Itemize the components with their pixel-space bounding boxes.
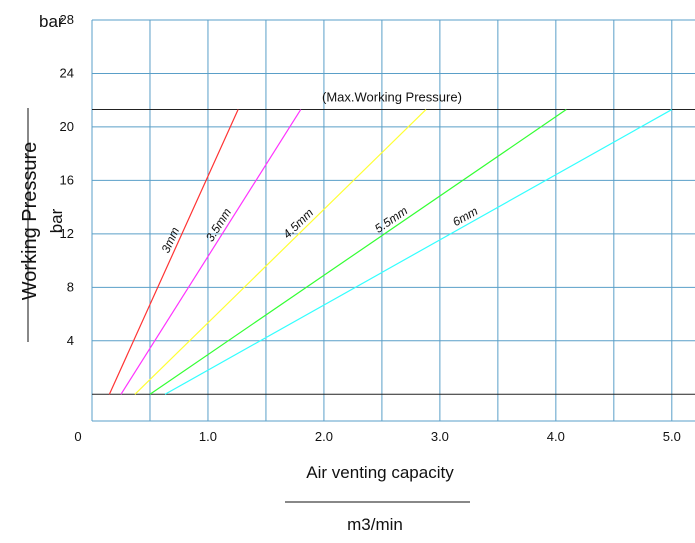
x-tick-label: 4.0 <box>547 429 565 444</box>
y-axis-unit: bar <box>47 208 66 233</box>
series-label-4.5mm: 4.5mm <box>280 206 316 242</box>
series-line-3mm <box>108 109 239 395</box>
tick-labels: 4 8 12 16 20 24 28 0 1.0 2.0 3.0 4.0 5.0 <box>60 12 681 444</box>
reference-lines <box>92 109 695 395</box>
x-tick-label: 0 <box>74 429 81 444</box>
y-tick-label: 20 <box>60 119 74 134</box>
y-tick-label: 8 <box>67 279 74 294</box>
y-tick-label: 4 <box>67 333 74 348</box>
series-line-4.5mm <box>134 109 427 395</box>
max-pressure-label: (Max.Working Pressure) <box>322 90 462 105</box>
y-tick-label: 28 <box>60 12 74 27</box>
x-tick-label: 1.0 <box>199 429 217 444</box>
series-line-3.5mm <box>120 109 302 395</box>
series-lines <box>108 109 673 395</box>
y-tick-label: 24 <box>60 65 74 80</box>
x-tick-label: 2.0 <box>315 429 333 444</box>
x-axis-unit: m3/min <box>347 515 403 534</box>
series-line-5.5mm <box>149 109 567 395</box>
y-unit-top: bar <box>39 12 64 31</box>
x-axis-title: Air venting capacity <box>306 463 454 482</box>
y-tick-label: 12 <box>60 226 74 241</box>
grid <box>91 19 695 422</box>
x-tick-label: 3.0 <box>431 429 449 444</box>
y-tick-label: 16 <box>60 172 74 187</box>
series-labels: 3mm 3.5mm 4.5mm 5.5mm 6mm <box>158 204 480 256</box>
x-tick-label: 5.0 <box>663 429 681 444</box>
series-line-6mm <box>164 109 673 395</box>
y-axis-title: Working Pressure <box>19 142 41 301</box>
